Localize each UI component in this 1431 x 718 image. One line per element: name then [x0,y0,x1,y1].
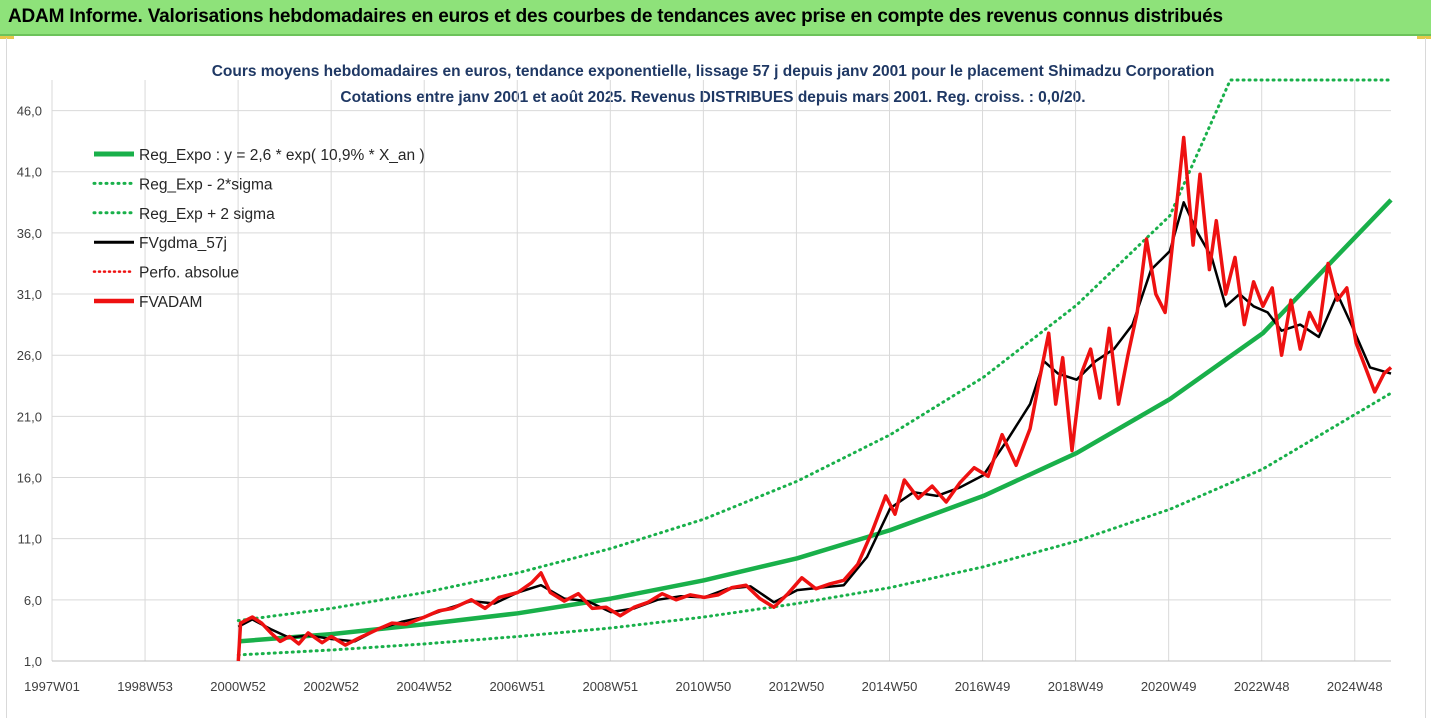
series-fvgdma-57j [237,201,1392,643]
legend-label: Perfo. absolue [139,265,239,282]
plot-area [236,78,1393,662]
y-tick-label: 46,0 [17,104,42,119]
chart-frame [6,38,1426,718]
axes: 1,0 6,0 11,0 16,0 21,0 26,0 31,0 36,0 41,0 46,0 19… [17,104,1391,694]
chart-title: Cours moyens hebdomadaires en euros, ten… [212,63,1215,80]
y-tick-label: 21,0 [17,409,42,424]
banner-title: ADAM Informe. Valorisations hebdomadaire… [8,6,1223,27]
y-tick-label: 16,0 [17,471,42,486]
x-tick-label: 2024W48 [1327,679,1383,694]
x-tick-label: 2014W50 [862,679,918,694]
y-tick-label: 1,0 [24,654,42,669]
y-tick-label: 11,0 [18,532,42,547]
x-tick-label: 2012W50 [769,679,825,694]
legend-label: FVADAM [139,294,202,311]
y-tick-label: 41,0 [17,165,42,180]
y-tick-label: 6,0 [24,593,42,608]
x-tick-label: 2006W51 [489,679,545,694]
legend-label: Reg_Exp - 2*sigma [139,176,273,193]
series-reg-exp-plus-2sigma [236,78,1393,623]
corner-mark-left [0,36,14,39]
x-tick-label: 1998W53 [117,679,173,694]
banner: ADAM Informe. Valorisations hebdomadaire… [0,0,1431,36]
x-tick-label: 2018W49 [1048,679,1104,694]
grid [51,80,1391,662]
chart-subtitle: Cotations entre janv 2001 et août 2025. … [340,89,1085,106]
x-tick-label: 2022W48 [1234,679,1290,694]
corner-mark-right [1417,36,1431,39]
x-tick-label: 2004W52 [396,679,452,694]
x-tick-label: 2010W50 [676,679,732,694]
x-tick-label: 1997W01 [24,679,80,694]
legend-label: FVgdma_57j [139,235,227,252]
x-tick-label: 2008W51 [582,679,638,694]
x-tick-label: 2002W52 [303,679,359,694]
x-tick-label: 2020W49 [1141,679,1197,694]
series-fvadam [236,135,1393,662]
legend-label: Reg_Expo : y = 2,6 * exp( 10,9% * X_an ) [139,147,425,164]
legend: Reg_Expo : y = 2,6 * exp( 10,9% * X_an )… [92,147,425,311]
y-tick-label: 36,0 [17,226,42,241]
series-reg-expo [238,198,1393,644]
y-tick-label: 26,0 [17,348,42,363]
series-reg-exp-minus-2sigma [236,391,1393,657]
legend-label: Reg_Exp + 2 sigma [139,206,275,223]
x-tick-label: 2016W49 [955,679,1011,694]
y-tick-label: 31,0 [17,287,42,302]
x-tick-label: 2000W52 [210,679,266,694]
